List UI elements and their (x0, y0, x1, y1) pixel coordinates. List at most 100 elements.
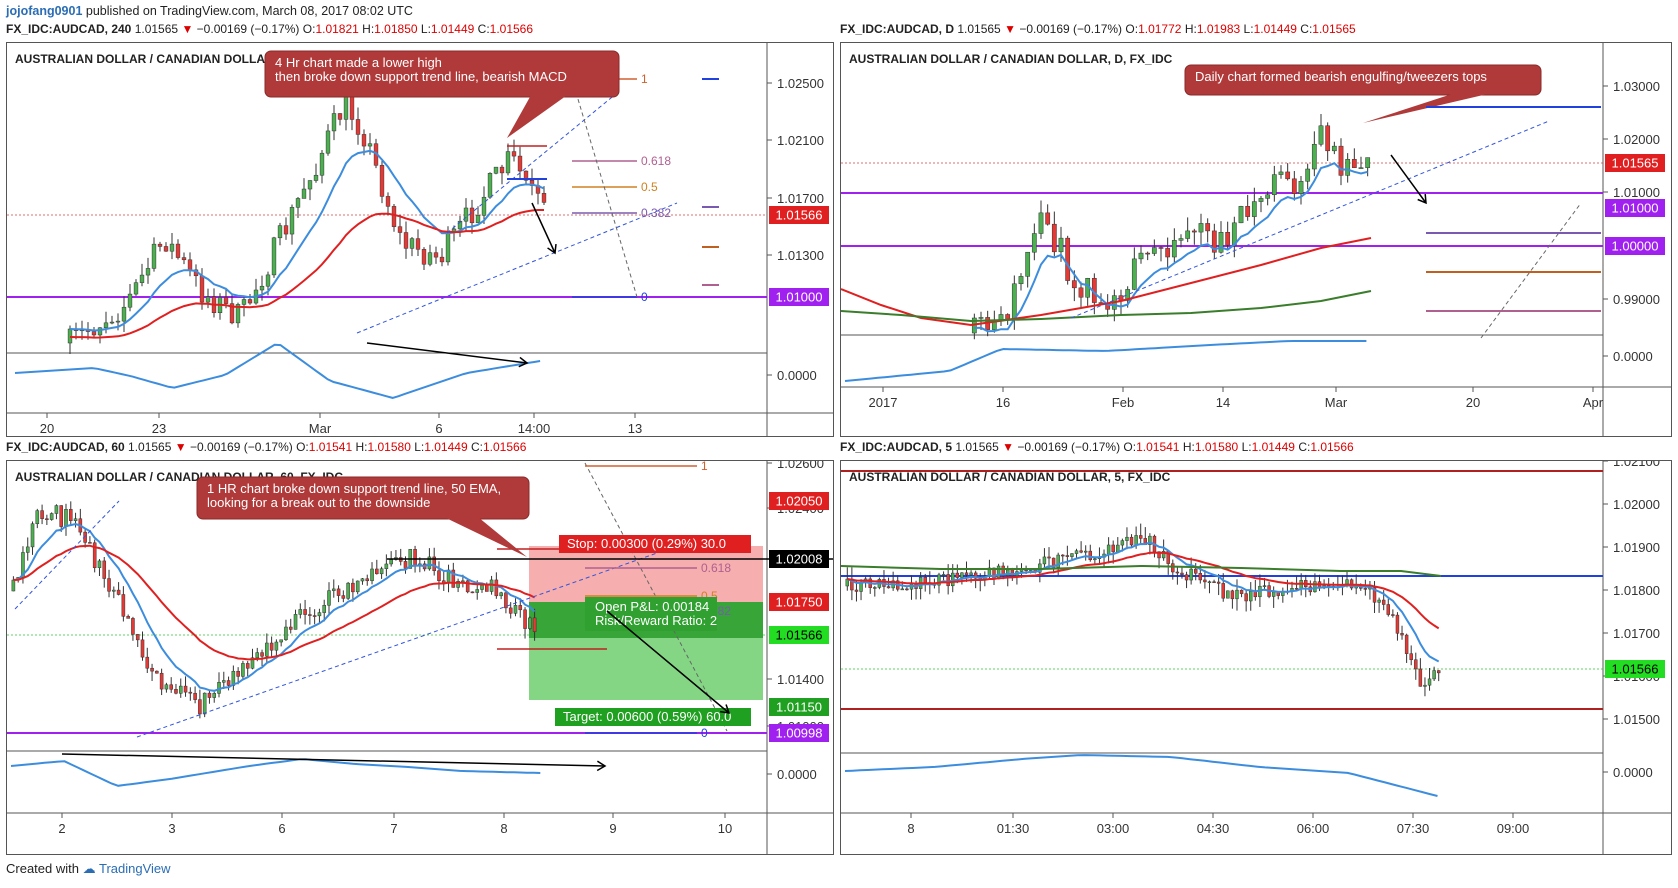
candle-body (341, 595, 346, 599)
time-tick-label: 03:00 (1097, 821, 1130, 836)
chart-panel-daily[interactable]: AUSTRALIAN DOLLAR / CANADIAN DOLLAR, D, … (840, 42, 1672, 437)
fib-label: 0.618 (701, 561, 731, 575)
candle-body (181, 257, 187, 261)
price-tick-label: 1.02000 (1613, 497, 1660, 512)
price-tag-black-bg (769, 550, 829, 568)
candle-body (367, 143, 373, 147)
candle-body (1358, 167, 1364, 169)
candle-body (97, 560, 102, 568)
candle-body (523, 609, 527, 629)
candle-body (427, 252, 433, 265)
candle-body (493, 166, 499, 174)
price-tick-label: 1.01900 (1613, 540, 1660, 555)
support-trendline (356, 202, 678, 334)
candle-body (1138, 252, 1144, 260)
candle-body (461, 580, 465, 583)
p3-close: 1.01566 (482, 440, 527, 454)
candle-body (1211, 230, 1217, 253)
candle-body (187, 259, 193, 271)
candle-body (1171, 240, 1177, 258)
fib-diagonal (584, 462, 728, 732)
candle-body (205, 296, 211, 303)
footer-brand[interactable]: TradingView (99, 861, 171, 876)
candle-body (265, 642, 269, 657)
publish-info: published on TradingView.com, March 08, … (85, 4, 413, 18)
p1-symbol: FX_IDC:AUDCAD, 240 (6, 22, 132, 36)
candle-body (969, 572, 973, 576)
price-tick-label: 1.03000 (1613, 79, 1660, 94)
time-tick-label: 8 (907, 821, 914, 836)
price-tick-label: 1.02100 (777, 133, 824, 148)
chart-panel-5[interactable]: AUSTRALIAN DOLLAR / CANADIAN DOLLAR, 5, … (840, 460, 1672, 855)
price-tag-target: 1.01150 (776, 700, 822, 715)
candle-body (996, 565, 1001, 580)
candle-body (212, 693, 217, 698)
candle-body (67, 328, 73, 344)
price-tag-entry: 1.01750 (776, 595, 823, 610)
candle-body (145, 268, 151, 276)
time-tick-label: 16 (996, 395, 1010, 410)
candle-body (1185, 230, 1191, 239)
p1-open: 1.01821 (315, 22, 359, 36)
chart-panel-240[interactable]: AUSTRALIAN DOLLAR / CANADIAN DOLLAR, 240… (6, 42, 834, 437)
p1-topline: FX_IDC:AUDCAD, 240 1.01565 ▼ −0.00169 (−… (6, 22, 534, 36)
candle-body (226, 680, 231, 686)
candle-body (245, 663, 250, 669)
time-tick-label: 07:30 (1397, 821, 1430, 836)
candle-body (1265, 194, 1271, 199)
price-tag-stop-bg (769, 492, 829, 510)
p1-close: 1.01566 (489, 22, 534, 36)
p1-change: −0.00169 (−0.17%) (196, 22, 300, 36)
candle-body (157, 243, 163, 247)
candle-body (1278, 171, 1284, 175)
candle-body (1258, 198, 1264, 202)
candle-body (413, 549, 417, 566)
time-tick-label: 01:30 (997, 821, 1030, 836)
candle-body (409, 238, 415, 249)
candle-body (1305, 168, 1311, 182)
chart-panel-60[interactable]: AUSTRALIAN DOLLAR / CANADIAN DOLLAR, 60,… (6, 460, 834, 855)
annotation-callout-pointer (507, 96, 566, 138)
candle-body (517, 155, 523, 172)
fib-label: 0.618 (641, 154, 671, 168)
candle-body (481, 196, 487, 216)
ema-slow-line (841, 237, 1372, 327)
annotation-callout-box (196, 476, 530, 520)
time-tick-label: 13 (628, 421, 642, 436)
time-tick-label: 09:00 (1497, 821, 1530, 836)
time-tick-label: 3 (168, 821, 175, 836)
candle-body (1125, 289, 1131, 301)
price-tick-label: 1.01700 (1613, 626, 1660, 641)
candle-body (499, 166, 505, 174)
candle-body (433, 252, 439, 258)
candle-body (1338, 145, 1344, 176)
p1-low: 1.01449 (430, 22, 475, 36)
candle-body (317, 612, 322, 617)
p3-symbol: FX_IDC:AUDCAD, 60 (6, 440, 125, 454)
p2-open: 1.01772 (1138, 22, 1182, 36)
candle-body (973, 572, 978, 579)
support-trendline (1070, 120, 1550, 319)
candle-body (255, 652, 260, 659)
candle-body (415, 238, 421, 250)
annotation-callout-text: Daily chart formed bearish engulfing/twe… (1195, 69, 1487, 84)
candle-body (1372, 587, 1377, 603)
candle-body (159, 672, 164, 690)
pnl-label-bg (585, 597, 717, 631)
candle-body (1345, 159, 1351, 176)
candle-body (40, 510, 44, 519)
support-price-tag-2: 1.00000 (1612, 239, 1659, 254)
support-price-tag-1: 1.01000 (1612, 201, 1659, 216)
candle-body (1391, 614, 1395, 616)
candle-body (1226, 590, 1230, 599)
annotation-callout-pointer (446, 518, 527, 557)
candle-body (494, 579, 499, 597)
candle-body (235, 304, 241, 324)
author-link[interactable]: jojofang0901 (6, 4, 83, 18)
price-tag-target-bg (769, 698, 829, 716)
price-tag-black: 1.02008 (776, 552, 823, 567)
candle-body (265, 274, 271, 287)
candle-body (1184, 574, 1189, 581)
p4-high: 1.01580 (1194, 440, 1239, 454)
candle-body (900, 588, 905, 591)
